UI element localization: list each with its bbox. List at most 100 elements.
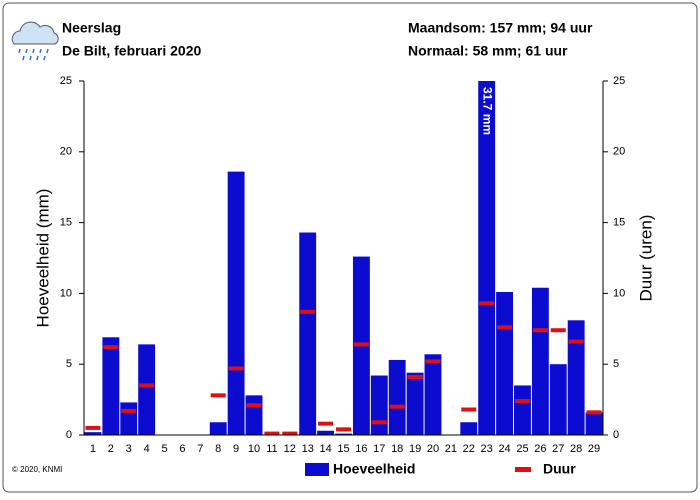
y-tick-label: 25	[60, 75, 72, 87]
duration-mark	[532, 328, 548, 333]
duration-mark	[371, 420, 387, 425]
legend-label: Hoeveelheid	[333, 461, 415, 477]
x-tick-label: 18	[391, 443, 403, 455]
duration-mark	[568, 339, 584, 344]
x-tick-label: 1	[90, 443, 96, 455]
duration-mark	[479, 301, 495, 306]
duration-mark	[514, 399, 530, 404]
bar	[496, 291, 514, 435]
value-label: 31.7 mm	[481, 87, 495, 135]
x-tick-label: 14	[319, 443, 331, 455]
bar	[102, 337, 120, 435]
duration-mark	[497, 325, 513, 330]
duration-mark	[461, 407, 477, 412]
bar	[531, 287, 549, 435]
bar	[138, 344, 156, 435]
bar	[549, 364, 567, 435]
duration-mark	[300, 309, 316, 314]
subtitle: De Bilt, februari 2020	[62, 43, 201, 59]
x-tick-label: 3	[126, 443, 132, 455]
x-tick-label: 19	[409, 443, 421, 455]
bar	[227, 171, 245, 435]
chart-title: Neerslag	[62, 20, 121, 36]
duration-mark	[210, 393, 226, 398]
x-tick-label: 15	[337, 443, 349, 455]
x-tick-label: 20	[427, 443, 439, 455]
x-tick-label: 7	[197, 443, 203, 455]
annotation: Normaal: 58 mm; 61 uur	[408, 43, 568, 59]
y-tick-label: 20	[60, 146, 72, 158]
y2-tick-label: 20	[613, 146, 625, 158]
plot-area	[84, 81, 603, 435]
x-tick-label: 4	[144, 443, 150, 455]
x-tick-label: 17	[373, 443, 385, 455]
legend-swatch	[515, 467, 531, 472]
y2-tick-label: 10	[613, 287, 625, 299]
duration-mark	[425, 359, 441, 364]
x-tick-label: 16	[355, 443, 367, 455]
y-tick-label: 0	[66, 429, 72, 441]
x-tick-label: 13	[302, 443, 314, 455]
bar	[209, 422, 227, 435]
x-tick-label: 6	[179, 443, 185, 455]
duration-mark	[246, 403, 262, 408]
duration-mark	[336, 427, 351, 432]
bar	[84, 432, 102, 435]
duration-mark	[407, 374, 423, 379]
duration-mark	[139, 383, 155, 388]
x-tick-label: 21	[445, 443, 457, 455]
duration-mark	[103, 345, 119, 350]
bar	[120, 402, 138, 435]
frame	[2, 2, 698, 493]
x-tick-label: 5	[161, 443, 167, 455]
annotation: Maandsom: 157 mm; 94 uur	[408, 20, 593, 36]
y-axis-label: Hoeveelheid (mm)	[33, 189, 52, 328]
duration-mark	[389, 404, 405, 409]
bar	[567, 320, 585, 435]
x-tick-label: 27	[552, 443, 564, 455]
x-tick-label: 28	[570, 443, 582, 455]
x-tick-label: 2	[108, 443, 114, 455]
x-tick-label: 12	[284, 443, 296, 455]
y2-tick-label: 0	[613, 429, 619, 441]
bar	[299, 232, 317, 435]
duration-mark	[353, 342, 369, 347]
bar	[370, 375, 388, 435]
duration-mark	[85, 425, 101, 430]
footer: © 2020, KNMI	[12, 465, 62, 474]
x-tick-label: 25	[516, 443, 528, 455]
y2-tick-label: 25	[613, 75, 625, 87]
x-tick-label: 24	[498, 443, 510, 455]
x-tick-label: 11	[266, 443, 277, 455]
duration-mark	[318, 421, 334, 426]
bar	[585, 412, 603, 435]
duration-mark	[264, 431, 280, 435]
x-tick-label: 22	[463, 443, 475, 455]
x-tick-label: 26	[534, 443, 546, 455]
y2-tick-label: 15	[613, 217, 625, 229]
duration-mark	[282, 431, 298, 435]
bar	[335, 433, 352, 435]
y2-axis-label: Duur (uren)	[636, 215, 655, 302]
y-tick-label: 10	[60, 287, 72, 299]
x-tick-label: 29	[588, 443, 600, 455]
legend-label: Duur	[543, 461, 576, 477]
bar	[424, 354, 442, 435]
x-tick-label: 8	[215, 443, 221, 455]
duration-mark	[550, 328, 566, 333]
bar	[514, 385, 531, 435]
duration-mark	[121, 408, 137, 413]
bar	[388, 359, 406, 435]
bar	[478, 81, 496, 435]
bar	[406, 372, 424, 435]
x-tick-label: 23	[481, 443, 493, 455]
y-tick-label: 15	[60, 217, 72, 229]
bar	[460, 422, 478, 435]
x-tick-label: 9	[233, 443, 239, 455]
bar	[317, 430, 335, 435]
legend-swatch	[305, 463, 329, 476]
duration-mark	[228, 366, 244, 371]
rain-icon	[11, 21, 59, 61]
x-tick-label: 10	[248, 443, 260, 455]
